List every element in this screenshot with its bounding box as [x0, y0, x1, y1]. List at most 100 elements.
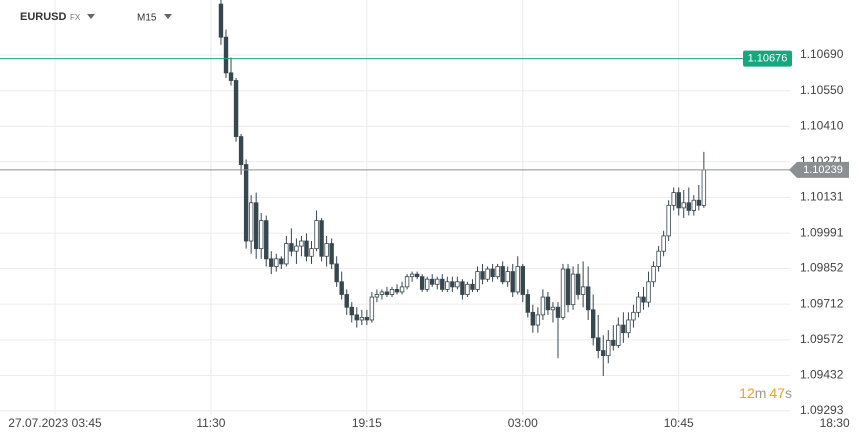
y-tick-label: 1.09432	[800, 368, 844, 382]
candle-body	[570, 273, 576, 306]
candle-body	[404, 276, 410, 288]
candle-body	[626, 319, 631, 334]
market: FX	[70, 13, 81, 22]
x-tick-label: 11:30	[196, 416, 225, 430]
candle-body	[223, 36, 229, 74]
timeframe[interactable]: M15	[137, 13, 157, 24]
overlay: 1.10676 1.10239	[0, 50, 849, 178]
candle-body	[304, 240, 309, 257]
symbol[interactable]: EURUSD	[20, 11, 67, 23]
candle-body	[414, 273, 420, 278]
candles	[218, 0, 707, 377]
candle-body	[339, 281, 344, 295]
x-tick-label: 18:30	[820, 416, 850, 430]
candle-body	[575, 273, 581, 295]
candle-body	[555, 306, 561, 318]
candle-body	[334, 263, 339, 283]
countdown-minutes: 12	[739, 385, 755, 401]
candle-body	[284, 243, 289, 265]
candle-body	[485, 268, 490, 280]
y-tick-label: 1.09712	[800, 296, 844, 310]
candle-body	[535, 314, 541, 326]
candle-body	[435, 278, 440, 285]
x-tick-label: 27.07.2023 03:45	[8, 416, 102, 430]
x-tick-label: 19:15	[352, 416, 382, 430]
candle-body	[621, 324, 626, 334]
candle-body	[560, 268, 566, 318]
y-tick-label: 1.09852	[800, 261, 844, 275]
candle-body	[631, 311, 636, 321]
candle-body	[430, 278, 435, 285]
candle-body	[515, 266, 520, 293]
candle-body	[666, 204, 671, 237]
candle-body	[450, 281, 455, 288]
candle-body	[324, 243, 329, 257]
candle-body	[601, 350, 606, 357]
candle-body	[540, 296, 546, 316]
candle-body	[359, 317, 365, 321]
candle-body	[289, 243, 294, 252]
candle-body	[394, 289, 400, 293]
candle-body	[364, 317, 370, 321]
candle-body	[525, 294, 531, 313]
candle-body	[344, 294, 349, 308]
price-tag-label: 1.10676	[748, 53, 788, 65]
candle-body	[329, 243, 334, 265]
grid: 1.106901.105501.104101.102711.101311.099…	[0, 0, 850, 430]
candle-body	[279, 258, 284, 265]
candle-body	[354, 314, 359, 321]
candle-body	[419, 276, 425, 290]
candle-body	[495, 266, 500, 278]
y-tick-label: 1.10410	[800, 119, 844, 133]
candle-body	[409, 273, 415, 278]
candle-body	[475, 271, 480, 290]
candle-body	[565, 268, 571, 306]
candle-body	[253, 202, 259, 250]
candle-body	[550, 306, 556, 311]
candle-body	[264, 220, 269, 260]
candle-body	[274, 258, 279, 267]
y-tick-label: 1.10131	[800, 190, 844, 204]
candle-body	[374, 294, 380, 298]
price-tag	[789, 161, 849, 178]
candle-body	[465, 283, 470, 295]
candle-body	[399, 286, 405, 293]
countdown-unit: m	[755, 385, 767, 401]
candle-body	[701, 169, 707, 206]
candle-body	[686, 202, 691, 211]
candle-body	[580, 286, 586, 295]
x-tick-label: 03:00	[508, 416, 538, 430]
candle-body	[585, 286, 591, 311]
dropdown-arrow[interactable]	[164, 14, 172, 19]
candle-body	[646, 281, 651, 303]
candle-body	[530, 311, 536, 326]
candle-body	[470, 283, 475, 290]
candle-body	[228, 72, 234, 81]
candle-body	[510, 271, 515, 293]
candle-body	[238, 136, 244, 165]
candle-body	[616, 324, 621, 346]
candle-body	[545, 296, 551, 311]
dropdown-arrow[interactable]	[87, 14, 95, 19]
candle-body	[606, 339, 611, 357]
candle-body	[269, 258, 274, 267]
candle-body	[379, 291, 385, 295]
candle-body	[299, 240, 304, 247]
candle-body	[480, 271, 485, 280]
countdown-seconds: 47	[769, 385, 785, 401]
candle-body	[656, 250, 661, 267]
y-tick-label: 1.09572	[800, 332, 844, 346]
candle-body	[384, 291, 390, 295]
candle-body	[425, 278, 430, 290]
candle-body	[641, 296, 646, 303]
y-tick-label: 1.10550	[800, 83, 844, 97]
candle-body	[218, 3, 224, 38]
candle-body	[520, 266, 525, 295]
candle-body	[455, 281, 460, 288]
candle-body	[676, 192, 681, 209]
y-tick-label: 1.09991	[800, 225, 844, 239]
candle-body	[309, 248, 314, 257]
candle-body	[369, 296, 375, 321]
candle-body	[445, 281, 450, 290]
